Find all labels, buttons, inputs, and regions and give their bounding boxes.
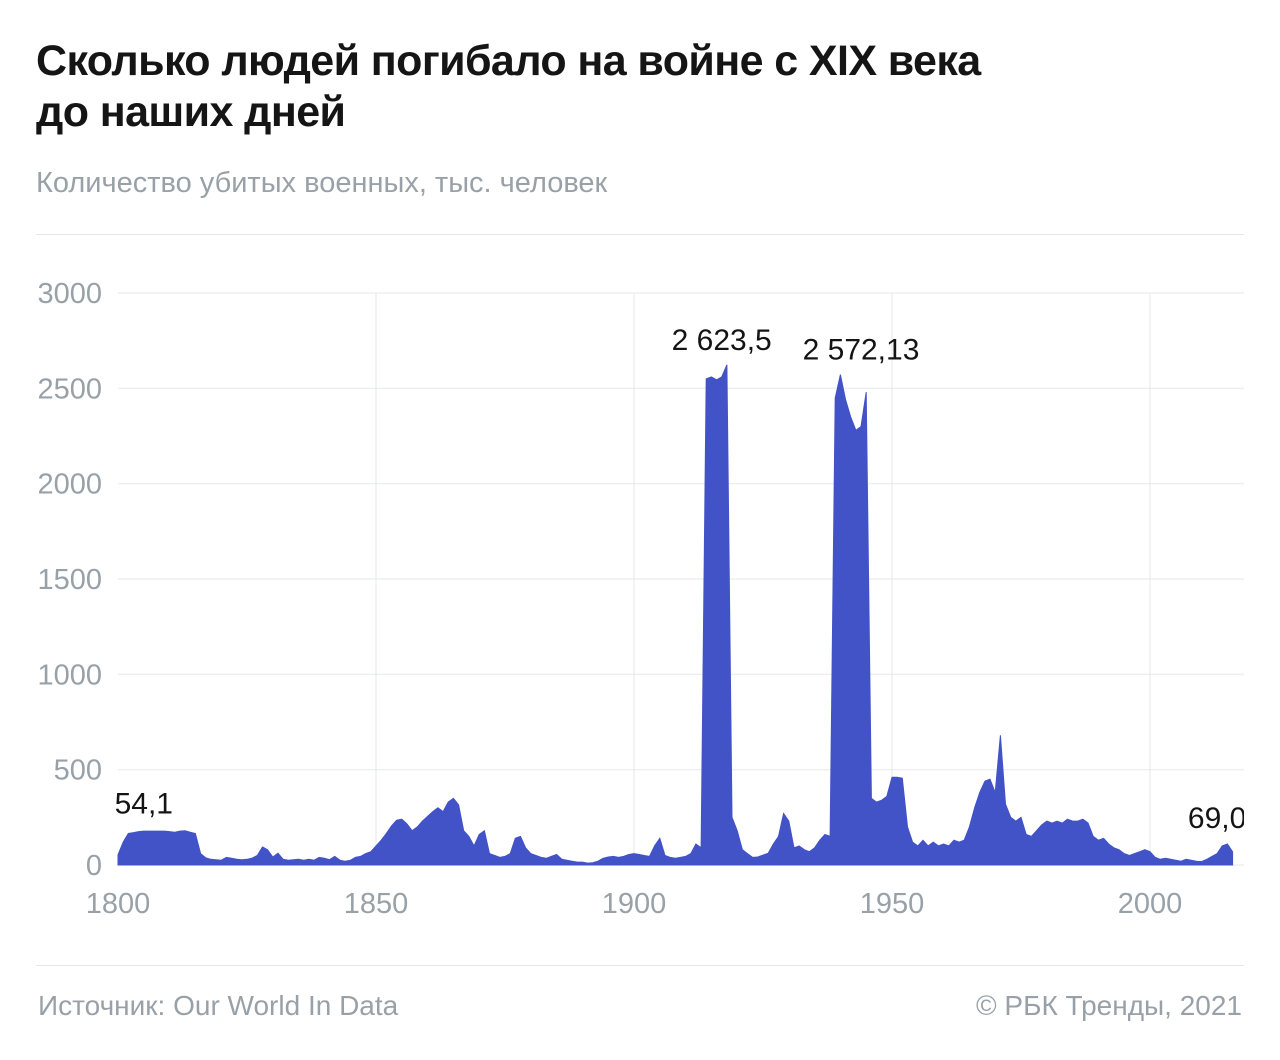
y-axis-label: 2000 (37, 469, 102, 501)
area-series (117, 365, 1234, 866)
page-title: Сколько людей погибало на войне с XIX ве… (36, 36, 1244, 137)
page-title-line2: до наших дней (36, 87, 346, 136)
data-label: 2 572,13 (803, 334, 920, 367)
top-divider (36, 234, 1244, 236)
x-axis-label: 1850 (344, 888, 409, 920)
data-label: 2 623,5 (672, 325, 772, 358)
data-label: 54,1 (115, 788, 173, 821)
chart-canvas: 0 500 1000 1500 2000 2500 3000 1800 1850 1900 1950… (37, 278, 1244, 920)
chart-subtitle: Количество убитых военных, тыс. человек (36, 167, 608, 200)
y-axis-label: 3000 (37, 278, 102, 310)
x-axis-label: 2000 (1118, 888, 1183, 920)
area-chart: 0 500 1000 1500 2000 2500 3000 1800 1850 1900 1950… (36, 265, 1244, 925)
page-title-line1: Сколько людей погибало на войне с XIX ве… (36, 37, 981, 85)
x-axis-label: 1950 (860, 888, 925, 920)
x-axis-label: 1900 (602, 888, 667, 920)
y-axis-label: 500 (54, 755, 102, 787)
y-axis-label: 2500 (37, 374, 102, 406)
y-axis-label: 1000 (37, 660, 102, 692)
y-axis-label: 1500 (37, 564, 102, 596)
source-credit: Источник: Our World In Data (38, 990, 399, 1022)
x-axis-label: 1800 (86, 888, 151, 920)
y-axis-label: 0 (86, 850, 102, 882)
copyright-credit: © РБК Тренды, 2021 (976, 990, 1242, 1022)
footer: Источник: Our World In Data © РБК Тренды… (36, 966, 1244, 1022)
data-label: 69,0 (1188, 802, 1244, 835)
bottom-divider (36, 965, 1244, 967)
